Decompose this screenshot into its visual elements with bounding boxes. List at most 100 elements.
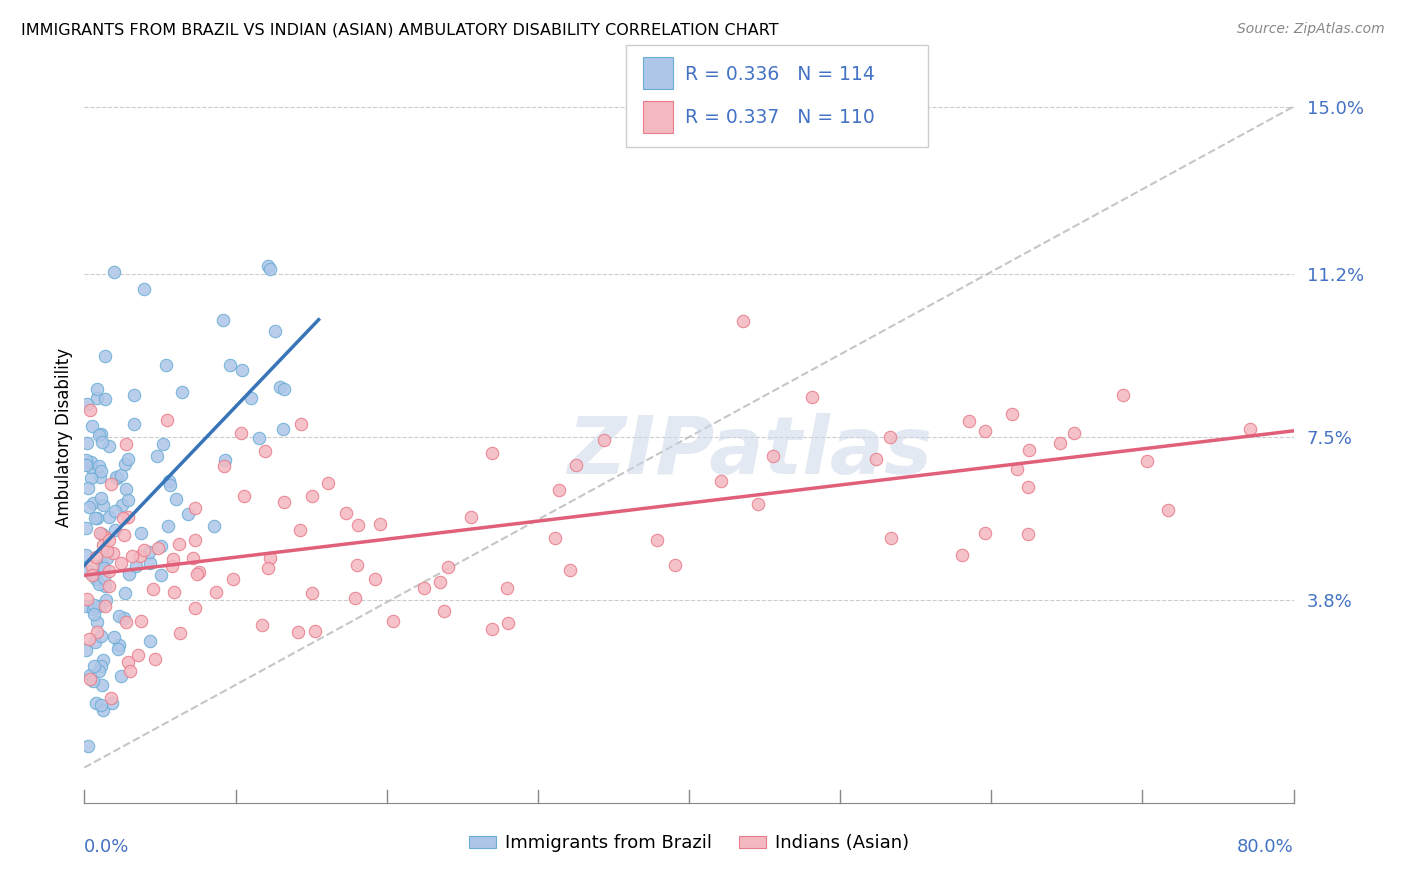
Point — [94, 531, 117, 545]
Point — [232, 489, 254, 503]
Point — [84, 511, 107, 525]
Point — [1111, 388, 1133, 402]
Point — [110, 468, 132, 483]
Point — [214, 453, 236, 467]
Point — [87, 428, 110, 442]
Point — [974, 525, 997, 540]
Point — [83, 634, 105, 648]
Point — [481, 622, 503, 636]
Point — [269, 380, 291, 394]
Point — [731, 314, 754, 328]
Point — [335, 506, 357, 520]
Point — [564, 458, 586, 472]
Point — [76, 397, 98, 411]
Point — [127, 648, 149, 662]
Point — [79, 455, 101, 469]
Point — [97, 439, 120, 453]
Point — [880, 531, 903, 545]
Point — [186, 566, 208, 581]
Point — [437, 559, 460, 574]
Text: 80.0%: 80.0% — [1237, 838, 1294, 856]
Point — [219, 358, 242, 372]
Point — [957, 414, 980, 428]
Point — [105, 471, 128, 485]
Point — [117, 451, 139, 466]
Point — [77, 481, 100, 495]
Point — [762, 449, 785, 463]
Point — [162, 552, 184, 566]
Point — [231, 363, 253, 377]
Point — [1001, 407, 1024, 421]
Point — [169, 626, 191, 640]
Point — [301, 586, 323, 600]
Point — [100, 697, 122, 711]
Point — [89, 470, 111, 484]
Point — [104, 470, 127, 484]
Point — [146, 541, 169, 556]
Point — [253, 444, 276, 458]
Point — [80, 460, 103, 475]
Point — [222, 572, 245, 586]
Point — [76, 592, 98, 607]
Point — [801, 390, 824, 404]
Point — [94, 579, 117, 593]
Point — [167, 536, 190, 550]
Point — [84, 696, 107, 710]
Text: 0.0%: 0.0% — [84, 838, 129, 856]
Point — [76, 435, 98, 450]
Point — [212, 313, 235, 327]
Point — [157, 475, 180, 489]
Point — [177, 507, 200, 521]
Point — [118, 566, 141, 581]
Point — [1017, 526, 1039, 541]
Point — [91, 558, 114, 573]
Point — [97, 579, 120, 593]
Point — [103, 265, 125, 279]
Point — [259, 551, 281, 566]
Point — [96, 551, 118, 566]
Point — [112, 611, 135, 625]
Point — [111, 498, 134, 512]
Point — [75, 643, 97, 657]
Point — [110, 556, 132, 570]
Point — [481, 446, 503, 460]
Point — [89, 664, 111, 678]
Text: R = 0.337   N = 110: R = 0.337 N = 110 — [685, 108, 875, 128]
Point — [290, 523, 312, 537]
Point — [152, 437, 174, 451]
Point — [290, 417, 312, 432]
Point — [90, 698, 112, 713]
Point — [87, 458, 110, 473]
Point — [257, 259, 280, 273]
Text: ZIPatlas: ZIPatlas — [567, 413, 932, 491]
Point — [90, 427, 112, 442]
Point — [259, 261, 281, 276]
Point — [86, 625, 108, 640]
Point — [460, 509, 482, 524]
Point — [128, 549, 150, 563]
Point — [973, 424, 995, 438]
Point — [98, 533, 121, 547]
Point — [104, 523, 127, 537]
Legend: Immigrants from Brazil, Indians (Asian): Immigrants from Brazil, Indians (Asian) — [461, 827, 917, 860]
Point — [117, 656, 139, 670]
Point — [304, 624, 326, 638]
Point — [90, 526, 112, 541]
Point — [114, 483, 136, 497]
Point — [547, 483, 569, 497]
Point — [93, 571, 115, 585]
Point — [204, 585, 226, 599]
Point — [82, 674, 104, 689]
Point — [91, 499, 114, 513]
Point — [93, 349, 115, 363]
Point — [160, 558, 183, 573]
Point — [90, 491, 112, 505]
Point — [79, 500, 101, 515]
Point — [316, 475, 339, 490]
Point — [90, 434, 112, 449]
Point — [80, 559, 103, 574]
Point — [124, 387, 146, 401]
Point — [273, 495, 295, 509]
Point — [108, 638, 131, 652]
Point — [747, 497, 769, 511]
